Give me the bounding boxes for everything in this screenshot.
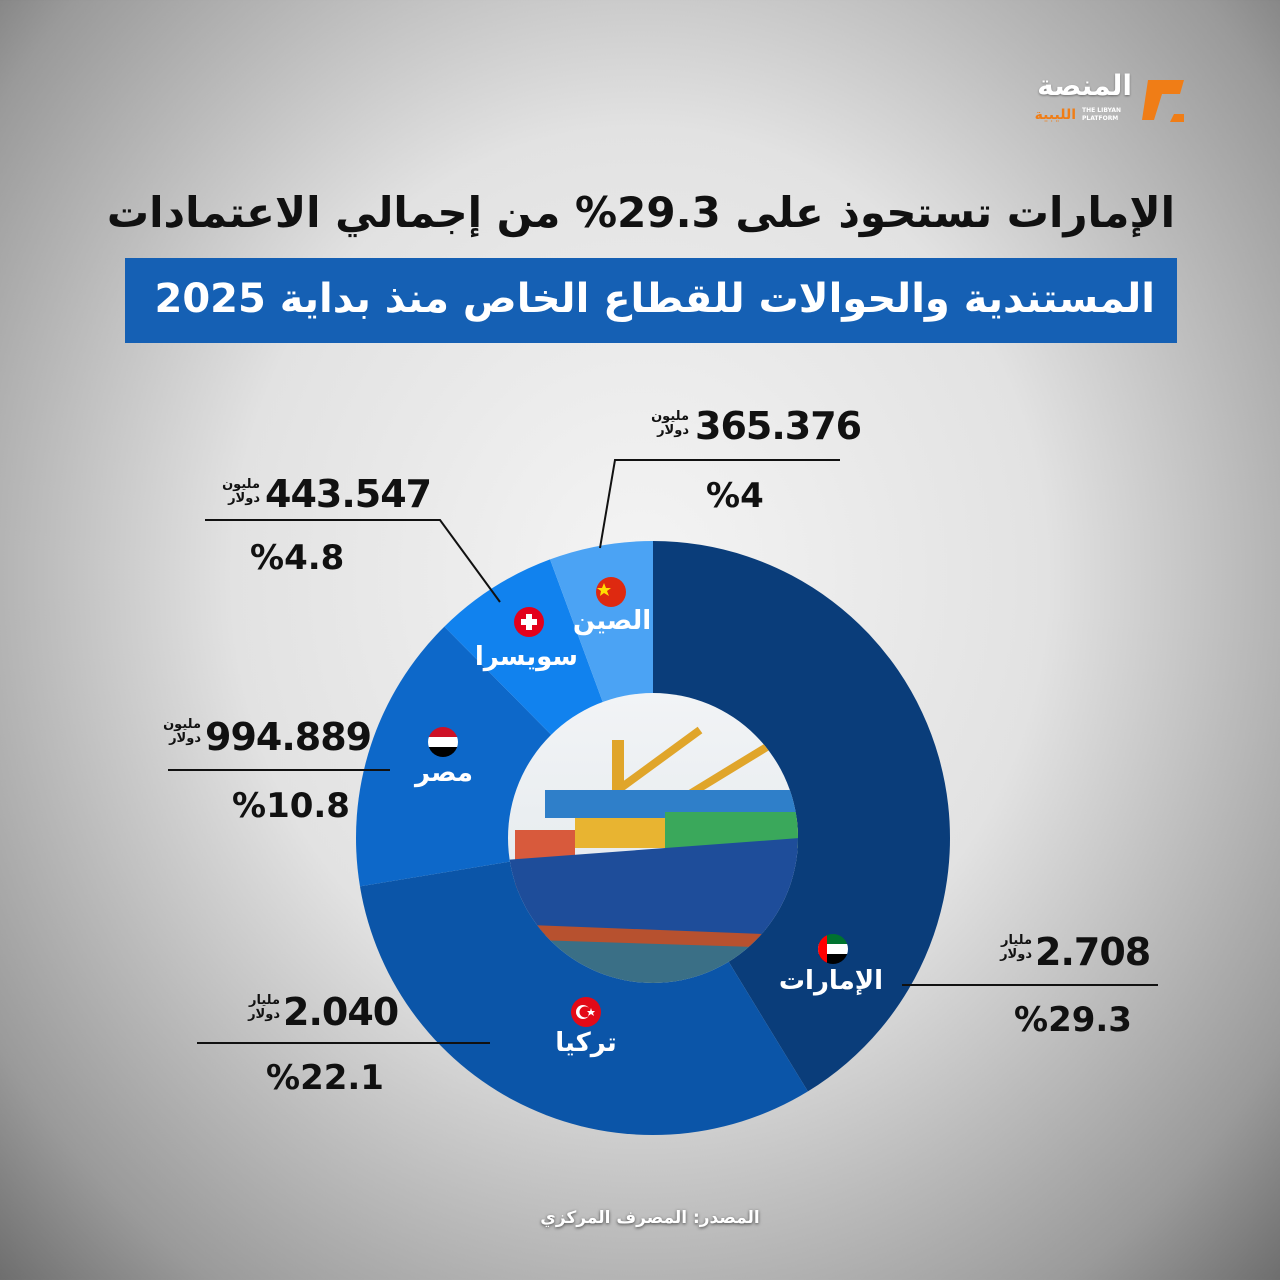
switzerland-flag-icon xyxy=(514,607,544,637)
percent-label-egypt: %10.8 xyxy=(232,786,350,826)
value-label-china: 365.376 xyxy=(695,404,862,448)
turkey-flag-icon xyxy=(571,997,601,1027)
country-label-china: الصين xyxy=(572,606,652,636)
percent-label-switzerland: %4.8 xyxy=(250,538,345,578)
unit-label-turkey: مليار دولار xyxy=(248,993,280,1022)
title-line-2: المستندية والحوالات للقطاع الخاص منذ بدا… xyxy=(154,276,1155,322)
logo-mark-icon xyxy=(1142,80,1184,122)
leader-line-china xyxy=(599,459,840,549)
leader-line-switzerland xyxy=(205,519,501,603)
country-label-uae: الإمارات xyxy=(778,966,884,996)
value-label-uae: 2.708 xyxy=(1035,930,1151,974)
value-label-egypt: 994.889 xyxy=(205,715,372,759)
leader-lines xyxy=(168,459,1158,1044)
unit-label-china: مليون دولار xyxy=(651,409,689,438)
unit-label-egypt: مليون دولار xyxy=(163,717,201,746)
title-banner: المستندية والحوالات للقطاع الخاص منذ بدا… xyxy=(125,258,1177,343)
logo: المنصة الليبية THE LIBYAN PLATFORM xyxy=(988,70,1188,134)
china-flag-icon xyxy=(596,577,626,607)
country-label-switzerland: سويسرا xyxy=(474,642,578,672)
logo-arabic-sub: الليبية xyxy=(1034,107,1076,123)
value-label-switzerland: 443.547 xyxy=(265,472,432,516)
unit-label-uae: مليار دولار xyxy=(1000,933,1032,962)
country-label-turkey: تركيا xyxy=(555,1028,617,1058)
percent-label-china: %4 xyxy=(706,476,764,516)
percent-label-uae: %29.3 xyxy=(1014,1000,1132,1040)
title-line-1: الإمارات تستحوذ على 29.3% من إجمالي الاع… xyxy=(106,188,1175,237)
unit-label-switzerland: مليون دولار xyxy=(222,477,260,506)
value-label-turkey: 2.040 xyxy=(283,990,399,1034)
logo-english: THE LIBYAN PLATFORM xyxy=(1082,107,1122,122)
country-label-egypt: مصر xyxy=(415,758,473,788)
percent-label-turkey: %22.1 xyxy=(266,1058,384,1098)
source-note: المصدر: المصرف المركزي xyxy=(540,1208,760,1228)
uae-flag-icon xyxy=(818,934,848,964)
egypt-flag-icon xyxy=(428,727,458,757)
logo-arabic: المنصة xyxy=(1037,69,1132,102)
